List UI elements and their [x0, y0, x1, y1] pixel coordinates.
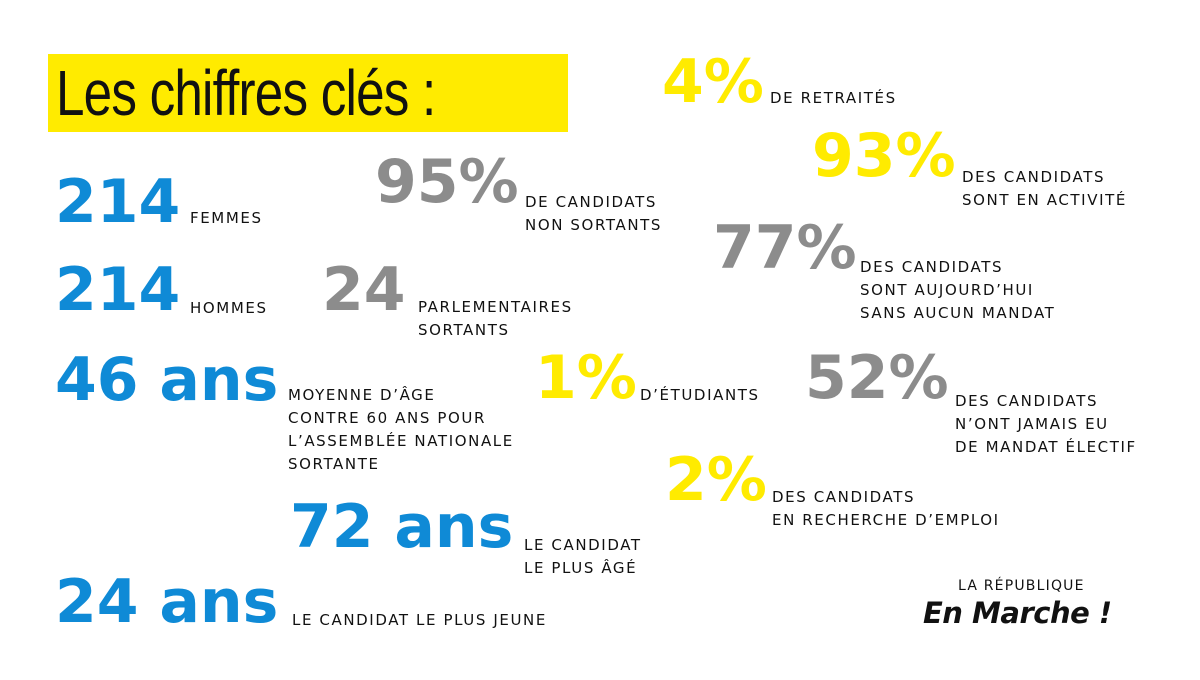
- stat-retraites-label: de retraités: [770, 89, 897, 107]
- stat-non-sortants-label-2: non sortants: [525, 216, 663, 234]
- stat-hommes: 214: [55, 260, 180, 320]
- stat-femmes-value: 214: [55, 167, 181, 237]
- stat-recherche-emploi-label-2: en recherche d’emploi: [772, 511, 1000, 529]
- stat-sans-mandat: 77%: [713, 218, 857, 278]
- stat-age-moyen-label-3: l’Assemblée nationale: [288, 432, 514, 450]
- stat-age-moyen-label-1: moyenne d’âge: [288, 386, 436, 404]
- stat-age-moyen-value: 46 ans: [55, 345, 279, 415]
- stat-plus-jeune-label: le candidat le plus jeune: [292, 611, 547, 629]
- stat-age-moyen-label-2: contre 60 ans pour: [288, 409, 487, 427]
- stat-hommes-label: hommes: [190, 299, 268, 317]
- page-title: Les chiffres clés :: [56, 57, 436, 129]
- stat-retraites: 4%: [662, 52, 764, 112]
- stat-plus-age-label-1: le candidat: [524, 536, 642, 554]
- stat-parlementaires-value: 24: [322, 255, 406, 325]
- stat-jamais-mandat-label-3: de mandat électif: [955, 438, 1137, 456]
- stat-non-sortants-label-1: de candidats: [525, 193, 657, 211]
- stat-jamais-mandat-label-2: n’ont jamais eu: [955, 415, 1109, 433]
- stat-plus-jeune-value: 24 ans: [55, 567, 279, 637]
- stat-en-activite: 93%: [812, 126, 956, 186]
- stat-sans-mandat-label-1: des candidats: [860, 258, 1004, 276]
- stat-sans-mandat-value: 77%: [713, 213, 857, 283]
- stat-jamais-mandat-value: 52%: [805, 343, 949, 413]
- stat-retraites-value: 4%: [662, 47, 764, 117]
- stat-hommes-value: 214: [55, 255, 181, 325]
- stat-sans-mandat-label-2: sont aujourd’hui: [860, 281, 1034, 299]
- stat-en-activite-label-2: sont en activité: [962, 191, 1127, 209]
- stat-jamais-mandat: 52%: [805, 348, 949, 408]
- stat-age-moyen-label-4: sortante: [288, 455, 380, 473]
- stat-non-sortants-value: 95%: [375, 147, 519, 217]
- stat-etudiants-label: d’étudiants: [640, 386, 760, 404]
- stat-parlementaires-label-1: parlementaires: [418, 298, 573, 316]
- stat-parlementaires-label-2: sortants: [418, 321, 510, 339]
- stat-en-activite-value: 93%: [812, 121, 956, 191]
- stat-etudiants-value: 1%: [535, 343, 637, 413]
- stat-plus-age-label-2: le plus âgé: [524, 559, 638, 577]
- stat-etudiants: 1%: [535, 348, 637, 408]
- stat-recherche-emploi-label-1: des candidats: [772, 488, 916, 506]
- stat-femmes: 214: [55, 172, 180, 232]
- stat-plus-jeune: 24 ans: [55, 572, 278, 632]
- logo-en-marche: En Marche !: [923, 596, 1112, 630]
- stat-en-activite-label-1: des candidats: [962, 168, 1106, 186]
- stat-parlementaires: 24: [322, 260, 406, 320]
- stat-jamais-mandat-label-1: des candidats: [955, 392, 1099, 410]
- stat-recherche-emploi: 2%: [665, 450, 767, 510]
- stat-sans-mandat-label-3: sans aucun mandat: [860, 304, 1056, 322]
- stat-non-sortants: 95%: [375, 152, 519, 212]
- stat-recherche-emploi-value: 2%: [665, 445, 767, 515]
- stat-plus-age-value: 72 ans: [290, 492, 514, 562]
- title-highlight: Les chiffres clés :: [48, 54, 568, 132]
- logo-republique: LA RÉPUBLIQUE: [958, 578, 1085, 594]
- stat-plus-age: 72 ans: [290, 497, 513, 557]
- stat-femmes-label: femmes: [190, 209, 263, 227]
- stat-age-moyen: 46 ans: [55, 350, 278, 410]
